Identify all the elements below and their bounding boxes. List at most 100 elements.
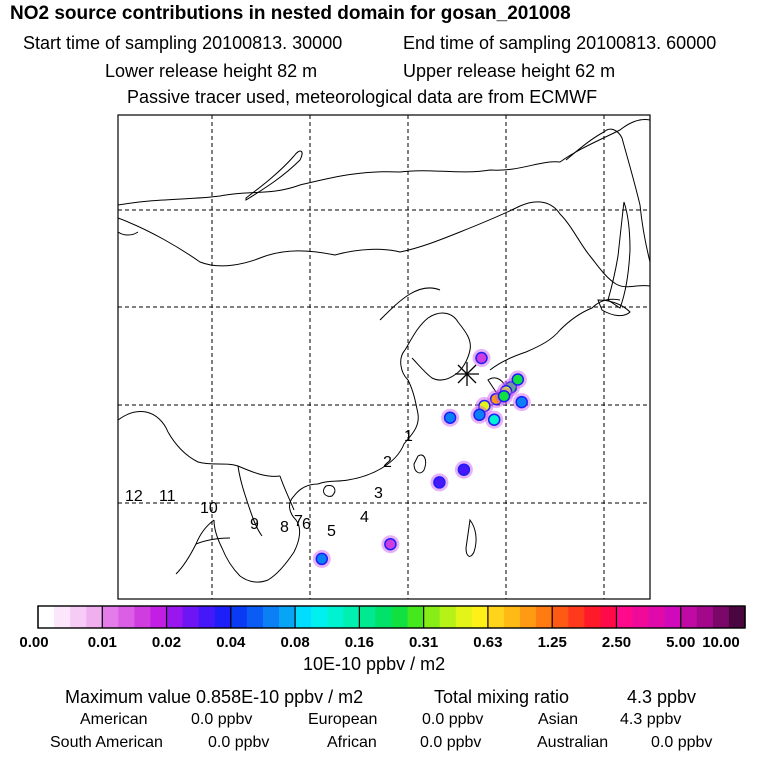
colorbar-tick-label: 1.25 — [538, 634, 567, 651]
plume-point — [511, 373, 525, 386]
colorbar-segment — [487, 606, 505, 628]
colorbar-tick-labels: 0.00 0.01 0.02 0.04 0.08 0.16 0.31 0.63 1.25 2.50… — [19, 634, 739, 651]
colorbar-segment — [327, 606, 344, 628]
colorbar-segment — [391, 606, 409, 628]
total-mixing-label: Total mixing ratio — [434, 687, 570, 707]
colorbar-tick-label: 5.00 — [666, 634, 695, 651]
colorbar-tick-label: 0.00 — [19, 634, 48, 651]
region-labels: 1 2 3 4 5 6 7 8 9 10 11 12 — [125, 428, 413, 540]
colorbar-segment — [680, 606, 698, 628]
colorbar-unit: 10E-10 ppbv / m2 — [303, 654, 446, 674]
colorbar-segment — [648, 606, 666, 628]
map-frame — [117, 114, 651, 600]
map-background — [118, 115, 650, 599]
region-label-5: 5 — [327, 523, 336, 540]
colorbar-tick-label: 0.63 — [473, 634, 502, 651]
colorbar-segment — [102, 606, 119, 628]
colorbar-segment — [198, 606, 216, 628]
region-label-12: 12 — [125, 488, 143, 505]
tracer-note: Passive tracer used, meteorological data… — [127, 87, 598, 107]
colorbar-segment — [38, 606, 55, 628]
colorbar-segment — [423, 606, 441, 628]
plume-point — [497, 389, 511, 403]
colorbar-segment — [70, 606, 87, 628]
plume-point — [384, 537, 397, 551]
region-label-3: 3 — [374, 485, 383, 502]
colorbar-segment — [471, 606, 489, 628]
colorbar-segment — [166, 606, 184, 628]
end-time-label: End time of sampling 20100813. 60000 — [403, 33, 717, 53]
region-label-4: 4 — [360, 509, 369, 526]
colorbar-segment — [118, 606, 136, 628]
colorbar-segment — [375, 606, 393, 628]
colorbar-segment — [584, 606, 601, 628]
colorbar-segment — [86, 606, 103, 628]
colorbar-segment — [616, 606, 634, 628]
colorbar-segment — [182, 606, 200, 628]
plume-point — [315, 552, 329, 566]
colorbar-segment — [407, 606, 425, 628]
region-label-8: 8 — [280, 519, 289, 536]
colorbar-tick-label: 10.00 — [702, 634, 740, 651]
european-value: 0.0 ppbv — [422, 711, 484, 728]
plume-point — [487, 413, 501, 426]
colorbar-segment — [262, 606, 280, 628]
colorbar-segment — [664, 606, 682, 628]
region-label-11: 11 — [159, 488, 176, 505]
colorbar-segment — [600, 606, 618, 628]
colorbar-tick-label: 0.01 — [88, 634, 117, 651]
region-label-1: 1 — [404, 428, 413, 445]
colorbar-segment — [552, 606, 569, 628]
plume-point — [515, 395, 528, 409]
plume-layer — [312, 349, 531, 568]
lower-release-label: Lower release height 82 m — [105, 61, 318, 81]
total-mixing-value: 4.3 ppbv — [627, 687, 697, 707]
australian-value: 0.0 ppbv — [651, 734, 713, 751]
south-american-value: 0.0 ppbv — [208, 734, 270, 751]
colorbar-segment — [134, 606, 152, 628]
upper-release-label: Upper release height 62 m — [403, 61, 616, 81]
region-label-2: 2 — [383, 454, 392, 471]
colorbar-segment — [728, 606, 746, 628]
colorbar-tick-label: 0.02 — [152, 634, 181, 651]
european-label: European — [308, 711, 378, 728]
coastlines — [118, 119, 650, 583]
plume-point — [443, 411, 457, 424]
colorbar-frame — [37, 605, 746, 629]
american-label: American — [80, 711, 148, 728]
colorbar-segment — [150, 606, 168, 628]
start-time-label: Start time of sampling 20100813. 30000 — [23, 33, 343, 53]
colorbar-segment — [54, 606, 71, 628]
colorbar-segment — [455, 606, 473, 628]
colorbar-tick-label: 0.16 — [345, 634, 374, 651]
chart-title: NO2 source contributions in nested domai… — [10, 3, 571, 24]
asian-value: 4.3 ppbv — [620, 711, 682, 728]
region-label-7: 7 — [294, 513, 303, 530]
colorbar-segment — [568, 606, 585, 628]
colorbar-segment — [343, 606, 360, 628]
colorbar-segment — [359, 606, 377, 628]
colorbar-segment — [536, 606, 553, 628]
colorbar-tick-label: 0.04 — [216, 634, 246, 651]
colorbar-segment — [503, 606, 521, 628]
colorbar-segment — [712, 606, 730, 628]
region-label-9: 9 — [250, 516, 259, 533]
plume-point — [457, 463, 471, 476]
colorbar-segment — [696, 606, 714, 628]
receptor-marker — [455, 362, 479, 386]
african-label: African — [327, 734, 377, 751]
colorbar-tick-label: 0.31 — [409, 634, 438, 651]
colorbar-segment — [214, 606, 232, 628]
colorbar-segment — [311, 606, 328, 628]
plume-point — [433, 476, 446, 489]
plume-point — [473, 408, 486, 422]
colorbar-segment — [439, 606, 457, 628]
colorbar — [37, 605, 746, 629]
region-label-10: 10 — [200, 500, 218, 517]
colorbar-segment — [230, 606, 248, 628]
american-value: 0.0 ppbv — [191, 711, 253, 728]
max-value-label: Maximum value 0.858E-10 ppbv / m2 — [65, 687, 364, 707]
plume-point — [475, 351, 488, 365]
grid-lines — [118, 115, 650, 599]
